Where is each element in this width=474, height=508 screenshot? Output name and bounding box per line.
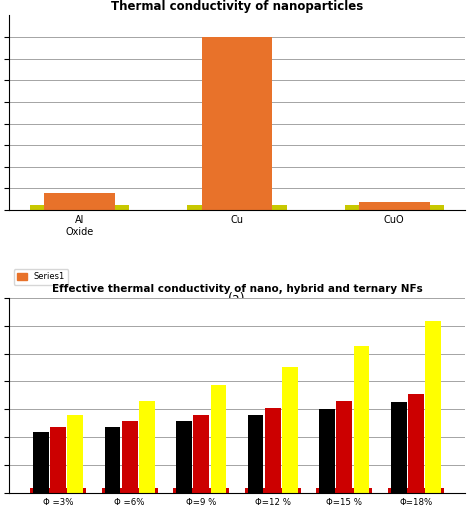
Bar xyxy=(248,416,264,493)
Bar xyxy=(337,401,352,493)
Bar xyxy=(359,202,429,210)
Bar xyxy=(425,322,441,493)
Text: (a): (a) xyxy=(228,292,246,305)
Title: Thermal conductivity of nanoparticles: Thermal conductivity of nanoparticles xyxy=(111,0,363,13)
Bar xyxy=(193,415,209,493)
Bar xyxy=(265,408,281,493)
Bar xyxy=(102,488,157,493)
Legend: Series1: Series1 xyxy=(14,269,68,284)
Bar xyxy=(345,205,444,210)
Bar xyxy=(139,401,155,493)
Bar xyxy=(173,488,229,493)
Bar xyxy=(30,205,129,210)
Bar xyxy=(408,394,424,493)
Bar xyxy=(354,346,369,493)
Bar xyxy=(317,488,372,493)
Bar xyxy=(391,402,407,493)
Bar xyxy=(319,409,335,493)
Bar xyxy=(30,488,86,493)
Bar xyxy=(187,205,287,210)
Bar xyxy=(33,432,49,493)
Bar xyxy=(388,488,444,493)
Bar xyxy=(105,427,120,493)
Bar xyxy=(245,488,301,493)
Title: Effective thermal conductivity of nano, hybrid and ternary NFs: Effective thermal conductivity of nano, … xyxy=(52,284,422,294)
Bar xyxy=(176,421,192,493)
Bar xyxy=(122,421,137,493)
Bar xyxy=(282,367,298,493)
Bar xyxy=(210,386,226,493)
Bar xyxy=(45,193,115,210)
Bar xyxy=(201,37,273,210)
Bar xyxy=(67,415,83,493)
Bar xyxy=(50,427,66,493)
